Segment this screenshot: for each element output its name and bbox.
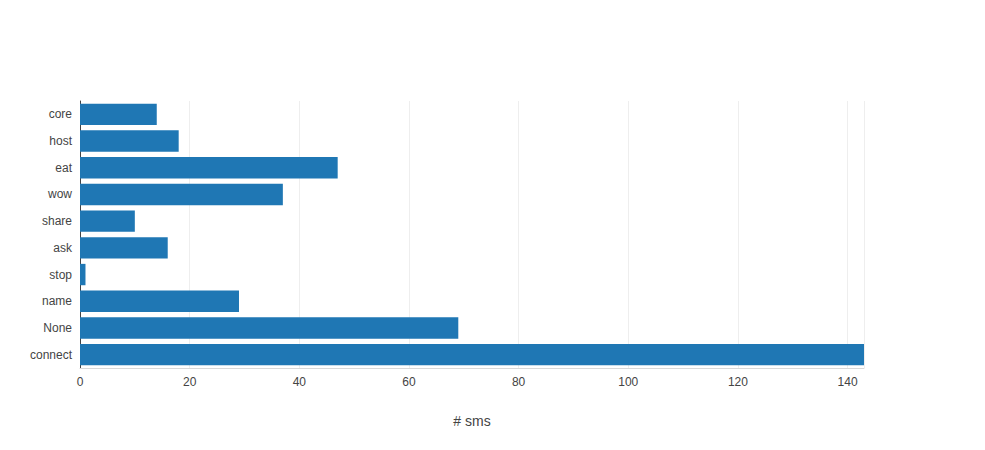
svg-text:None: None [43, 321, 72, 335]
svg-text:connect: connect [30, 348, 73, 362]
svg-text:stop: stop [49, 268, 72, 282]
svg-text:ask: ask [53, 241, 73, 255]
svg-text:40: 40 [293, 375, 307, 389]
svg-text:80: 80 [512, 375, 526, 389]
svg-text:140: 140 [838, 375, 858, 389]
svg-text:core: core [49, 107, 73, 121]
svg-text:100: 100 [618, 375, 638, 389]
svg-text:120: 120 [728, 375, 748, 389]
svg-text:# sms: # sms [453, 413, 490, 429]
svg-text:0: 0 [77, 375, 84, 389]
svg-text:20: 20 [183, 375, 197, 389]
svg-text:name: name [42, 294, 72, 308]
svg-text:60: 60 [402, 375, 416, 389]
svg-text:host: host [49, 134, 72, 148]
svg-text:share: share [42, 214, 72, 228]
svg-text:wow: wow [47, 187, 72, 201]
svg-text:eat: eat [55, 161, 72, 175]
